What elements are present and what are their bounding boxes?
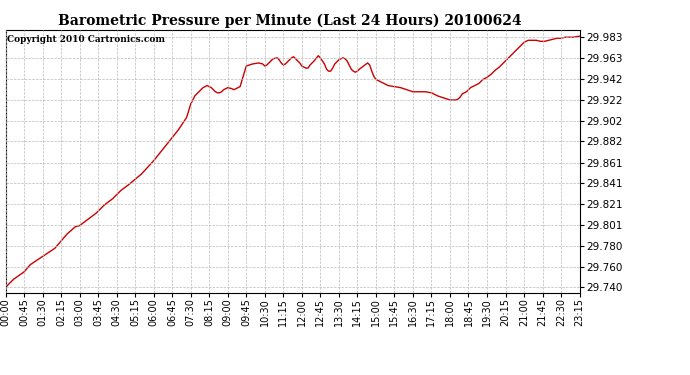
Text: Copyright 2010 Cartronics.com: Copyright 2010 Cartronics.com <box>7 35 165 44</box>
Text: Barometric Pressure per Minute (Last 24 Hours) 20100624: Barometric Pressure per Minute (Last 24 … <box>58 13 522 27</box>
